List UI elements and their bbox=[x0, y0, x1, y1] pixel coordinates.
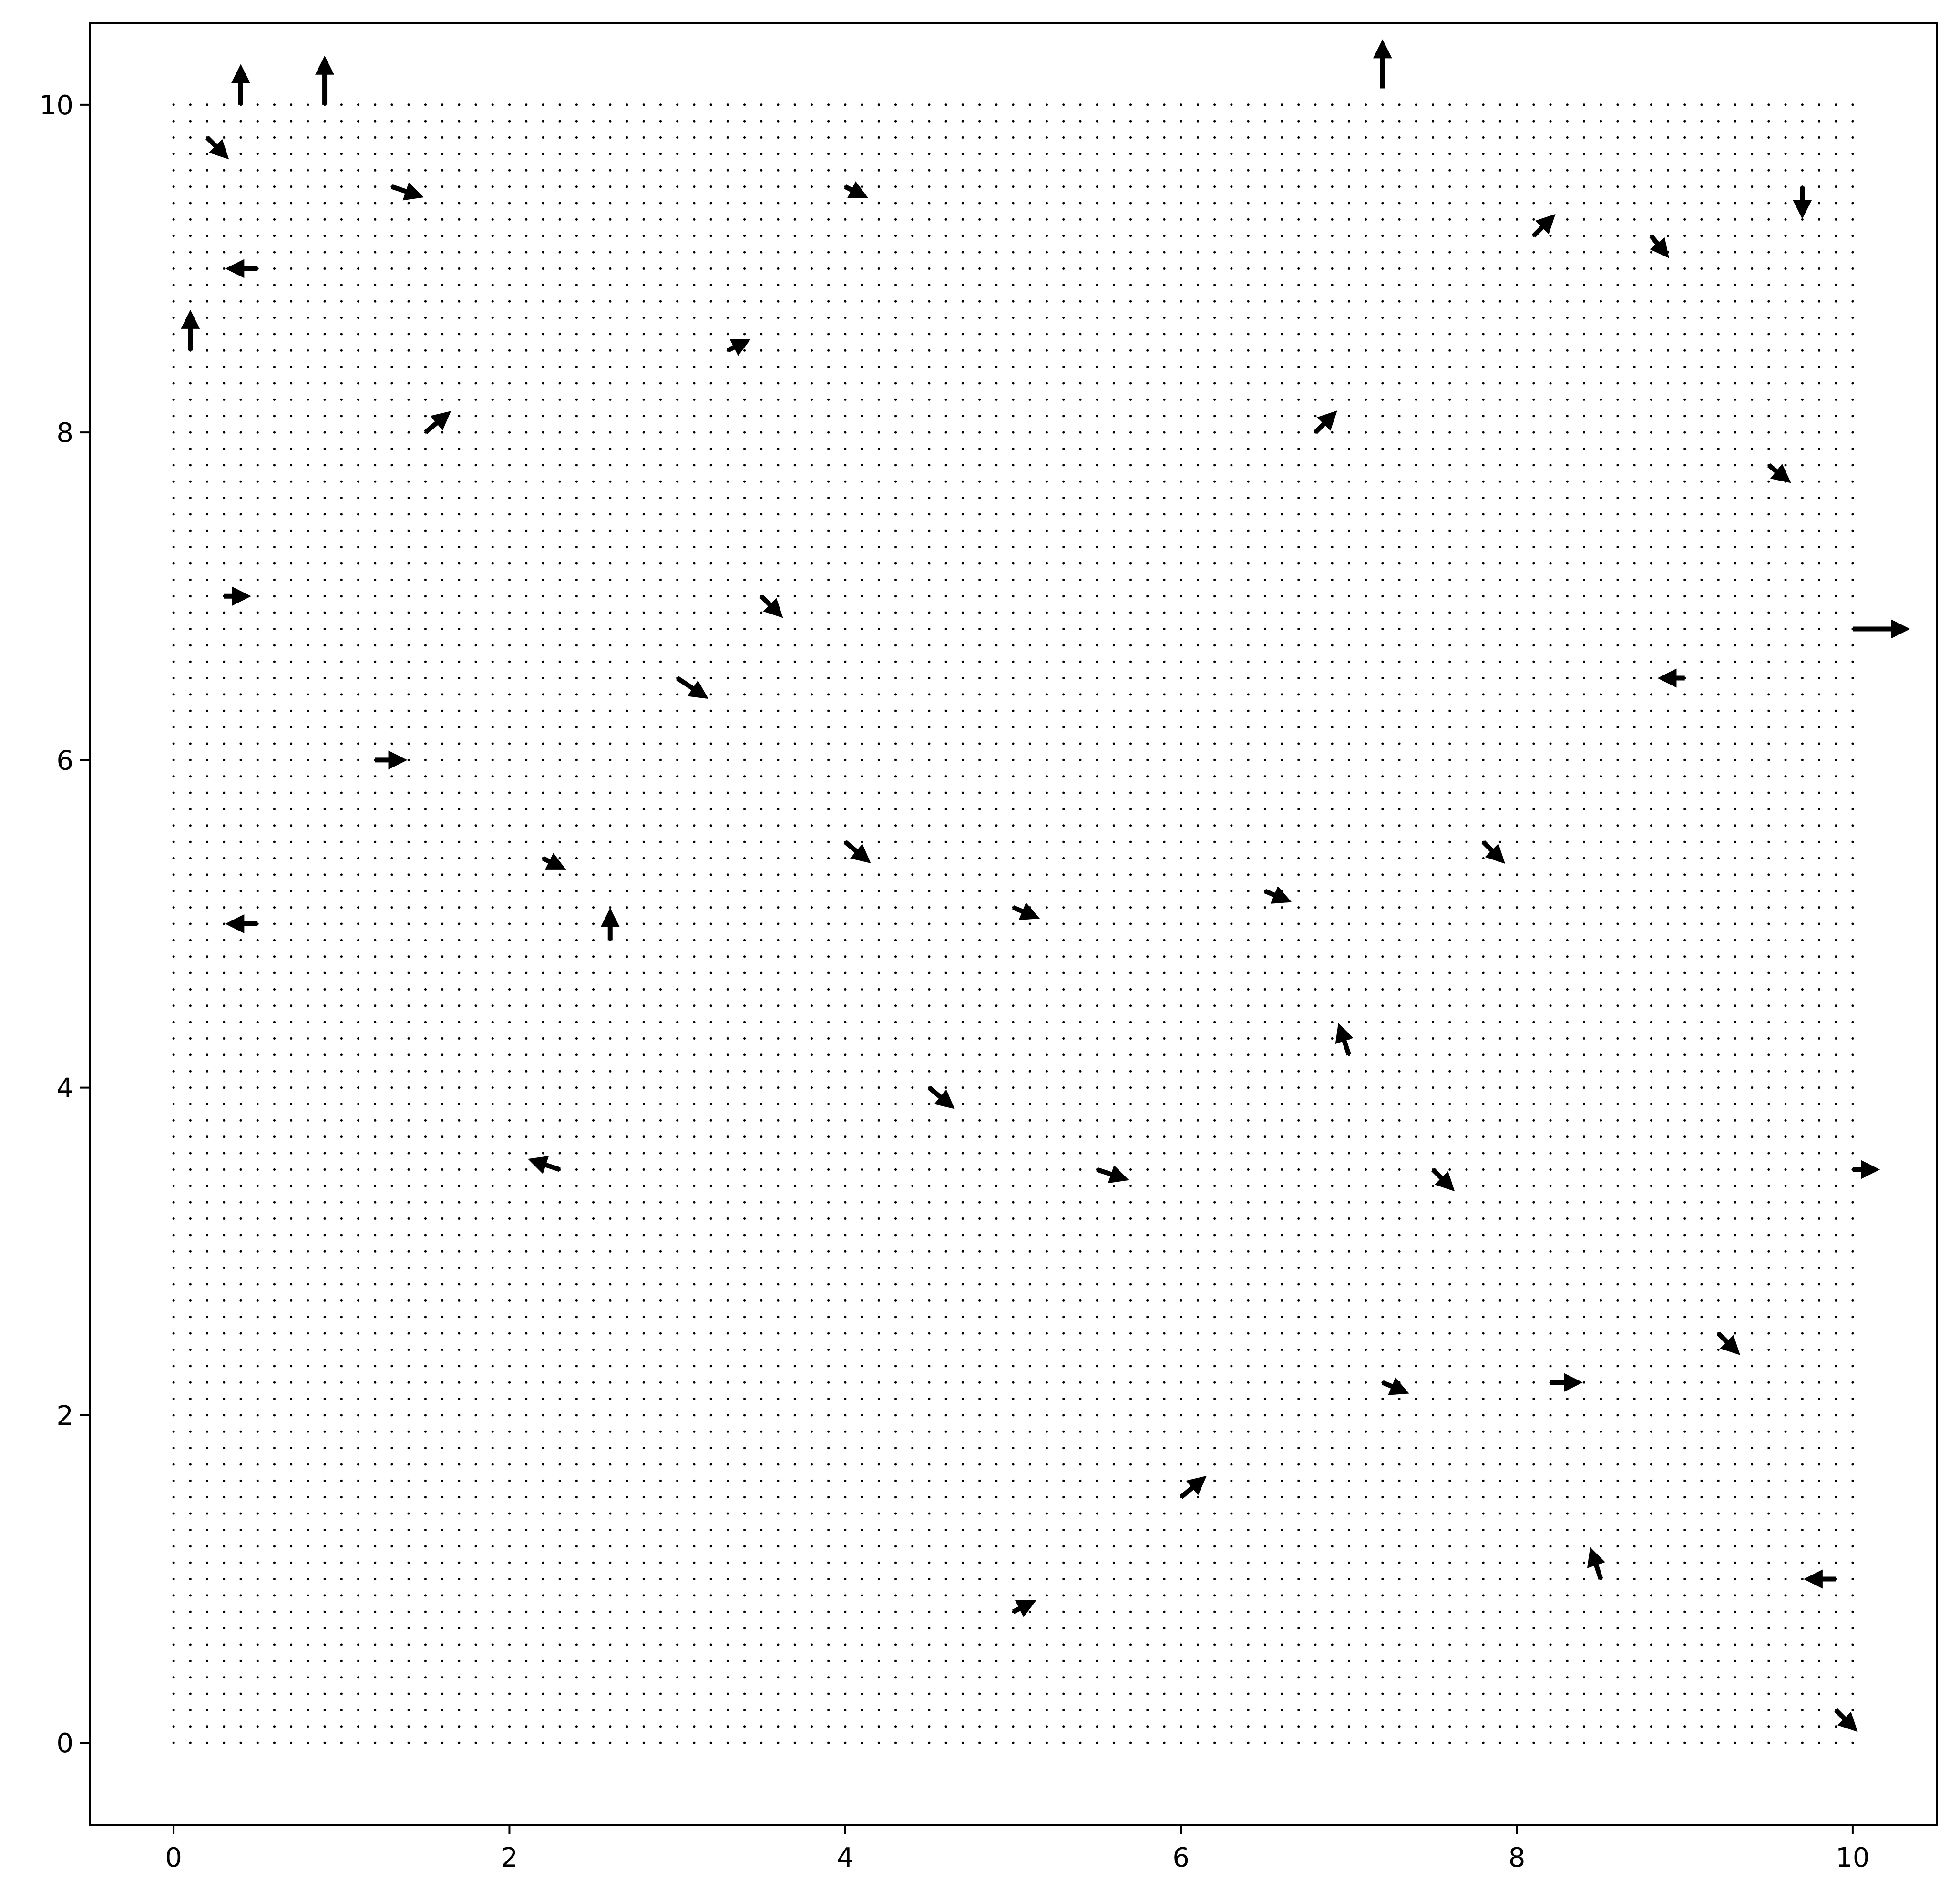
vector-arrow bbox=[1649, 234, 1669, 258]
vector-arrow bbox=[759, 594, 783, 618]
vector-arrow bbox=[1264, 886, 1292, 904]
vector-arrow bbox=[727, 338, 751, 356]
vector-arrow bbox=[424, 411, 452, 434]
y-tick-label: 0 bbox=[56, 1728, 73, 1759]
x-tick-label: 8 bbox=[1508, 1842, 1526, 1873]
x-tick-label: 10 bbox=[1836, 1842, 1869, 1873]
y-tick-label: 10 bbox=[40, 90, 73, 121]
vector-field bbox=[172, 39, 1910, 1744]
y-tick-label: 8 bbox=[56, 418, 73, 449]
vector-arrow bbox=[1532, 214, 1556, 238]
plot-frame bbox=[89, 22, 1938, 1826]
vector-arrow bbox=[1179, 1475, 1207, 1499]
x-tick-label: 6 bbox=[1172, 1842, 1190, 1873]
axes: 0 2 4 6 8 10 0 2 4 6 8 10 bbox=[40, 22, 1938, 1873]
vector-arrow bbox=[1381, 1377, 1409, 1395]
vector-arrow bbox=[1335, 1023, 1354, 1056]
vector-arrow bbox=[1431, 1167, 1455, 1192]
vector-arrow bbox=[676, 676, 708, 699]
vector-arrow bbox=[843, 840, 871, 864]
y-tick-label: 4 bbox=[56, 1073, 73, 1104]
vector-arrow bbox=[205, 136, 229, 160]
vector-arrow bbox=[927, 1085, 955, 1109]
vector-arrow bbox=[1587, 1547, 1605, 1580]
vector-arrow bbox=[1314, 410, 1337, 434]
vector-arrow bbox=[1834, 1708, 1858, 1732]
vector-arrow bbox=[1767, 463, 1791, 483]
vector-arrow bbox=[542, 853, 566, 870]
y-tick-label: 6 bbox=[56, 745, 73, 776]
x-tick-label: 4 bbox=[837, 1842, 854, 1873]
vector-arrow bbox=[1481, 840, 1505, 864]
x-tick-label: 2 bbox=[501, 1842, 518, 1873]
y-tick-label: 2 bbox=[56, 1401, 73, 1432]
vector-arrow bbox=[1096, 1165, 1129, 1184]
vector-arrow bbox=[1716, 1331, 1740, 1355]
x-tick-label: 0 bbox=[165, 1842, 182, 1873]
grid-dots bbox=[172, 103, 1854, 1744]
vector-arrow bbox=[391, 182, 424, 201]
vector-arrow bbox=[844, 181, 869, 198]
vector-arrow bbox=[1012, 902, 1040, 920]
vector-arrow bbox=[528, 1156, 561, 1174]
vector-arrow bbox=[1012, 1600, 1036, 1617]
